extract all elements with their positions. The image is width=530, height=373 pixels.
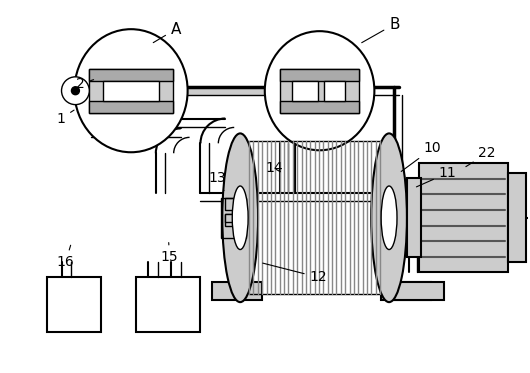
Bar: [222, 198, 246, 238]
Text: 14: 14: [265, 161, 282, 175]
Bar: [508, 173, 526, 263]
Text: 1: 1: [57, 110, 74, 125]
Bar: [213, 282, 262, 300]
Bar: [323, 81, 346, 101]
Text: 22: 22: [466, 146, 496, 167]
Ellipse shape: [265, 31, 374, 150]
Ellipse shape: [371, 134, 407, 302]
Ellipse shape: [61, 77, 90, 104]
Bar: [47, 277, 101, 332]
Text: 11: 11: [417, 166, 456, 187]
Ellipse shape: [72, 87, 80, 95]
Text: 12: 12: [263, 263, 328, 284]
Bar: [225, 198, 243, 210]
Bar: [381, 282, 431, 300]
Text: 13: 13: [208, 171, 226, 191]
Bar: [280, 101, 359, 113]
Text: A: A: [153, 22, 181, 43]
Bar: [136, 277, 200, 332]
Bar: [292, 81, 317, 101]
Bar: [90, 69, 173, 81]
Text: 10: 10: [401, 141, 441, 172]
Text: 16: 16: [57, 245, 74, 269]
Bar: [225, 214, 243, 226]
Text: 15: 15: [161, 242, 179, 264]
Bar: [280, 69, 359, 81]
Bar: [407, 178, 421, 257]
Text: 2: 2: [76, 77, 94, 91]
Bar: [280, 69, 359, 113]
Bar: [419, 163, 508, 272]
Bar: [225, 214, 243, 222]
Ellipse shape: [222, 134, 258, 302]
Text: B: B: [361, 17, 400, 43]
Ellipse shape: [232, 186, 248, 250]
Bar: [173, 87, 280, 95]
Bar: [103, 81, 159, 101]
Ellipse shape: [381, 186, 397, 250]
Bar: [394, 282, 444, 300]
Bar: [90, 69, 173, 113]
Ellipse shape: [74, 29, 188, 152]
Bar: [90, 101, 173, 113]
